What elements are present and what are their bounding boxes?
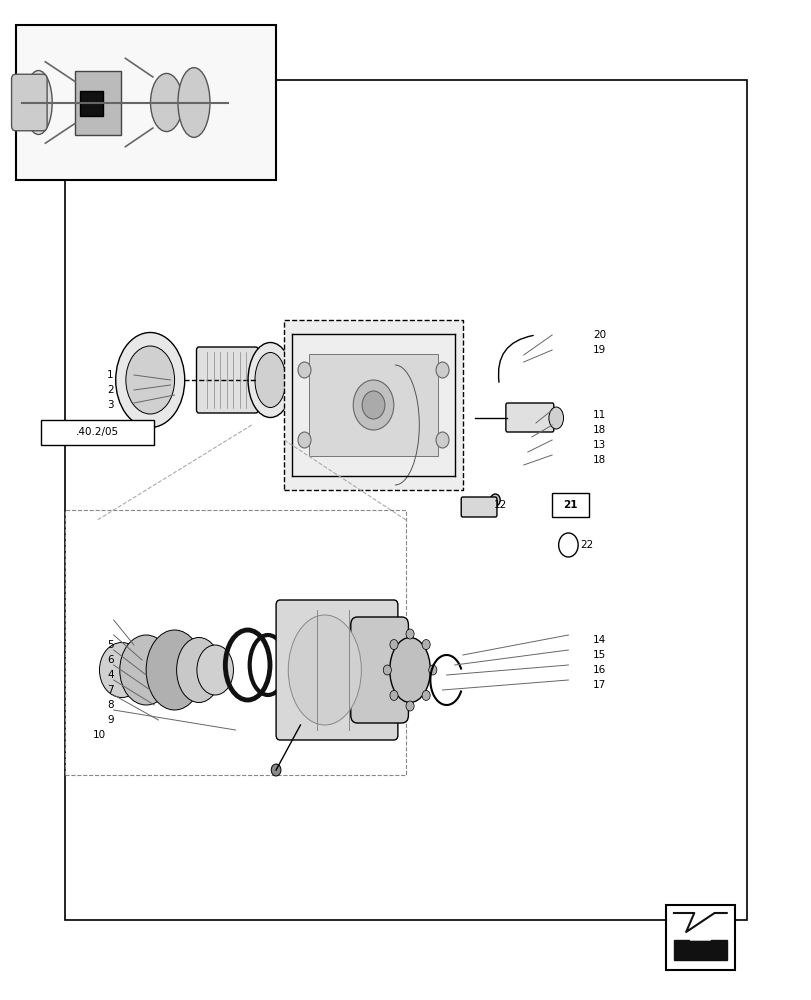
- Bar: [75, 71, 121, 135]
- Bar: [65, 510, 406, 775]
- Ellipse shape: [389, 638, 430, 702]
- Circle shape: [362, 391, 384, 419]
- FancyBboxPatch shape: [350, 617, 408, 723]
- Text: 5: 5: [107, 640, 114, 650]
- Polygon shape: [673, 940, 726, 960]
- Text: 18: 18: [592, 455, 605, 465]
- Text: 18: 18: [592, 425, 605, 435]
- Text: .40.2/05: .40.2/05: [75, 428, 119, 438]
- Circle shape: [406, 701, 414, 711]
- Bar: [308, 354, 438, 456]
- Ellipse shape: [490, 494, 500, 506]
- Bar: [65, 80, 746, 920]
- Text: 20: 20: [592, 330, 605, 340]
- Ellipse shape: [178, 68, 210, 137]
- Circle shape: [406, 629, 414, 639]
- Circle shape: [436, 362, 448, 378]
- Text: 22: 22: [580, 540, 593, 550]
- Circle shape: [383, 665, 391, 675]
- Text: 21: 21: [563, 500, 577, 510]
- Ellipse shape: [247, 342, 292, 418]
- Ellipse shape: [146, 630, 203, 710]
- FancyBboxPatch shape: [284, 320, 462, 490]
- Bar: [16, 25, 276, 180]
- Text: 3: 3: [107, 400, 114, 410]
- Text: 15: 15: [592, 650, 605, 660]
- Ellipse shape: [119, 635, 172, 705]
- Ellipse shape: [177, 638, 221, 702]
- Ellipse shape: [126, 346, 174, 414]
- FancyBboxPatch shape: [41, 420, 154, 445]
- Text: 6: 6: [107, 655, 114, 665]
- Text: 11: 11: [592, 410, 605, 420]
- FancyBboxPatch shape: [11, 74, 47, 131]
- FancyBboxPatch shape: [276, 600, 397, 740]
- Text: 4: 4: [107, 670, 114, 680]
- Circle shape: [422, 640, 430, 650]
- Circle shape: [271, 764, 281, 776]
- Text: 17: 17: [592, 680, 605, 690]
- Ellipse shape: [255, 353, 285, 408]
- Circle shape: [428, 665, 436, 675]
- Bar: [79, 91, 102, 116]
- Ellipse shape: [150, 73, 182, 132]
- Text: 16: 16: [592, 665, 605, 675]
- Circle shape: [436, 432, 448, 448]
- FancyBboxPatch shape: [461, 497, 496, 517]
- Circle shape: [389, 690, 397, 700]
- Text: 7: 7: [107, 685, 114, 695]
- Circle shape: [422, 690, 430, 700]
- Ellipse shape: [99, 643, 144, 698]
- Text: 12: 12: [494, 500, 507, 510]
- Polygon shape: [689, 915, 710, 940]
- FancyBboxPatch shape: [196, 347, 258, 413]
- Ellipse shape: [115, 332, 184, 428]
- Text: 10: 10: [92, 730, 105, 740]
- Text: 1: 1: [107, 370, 114, 380]
- Text: 13: 13: [592, 440, 605, 450]
- FancyBboxPatch shape: [505, 403, 553, 432]
- Ellipse shape: [288, 615, 361, 725]
- Ellipse shape: [196, 645, 234, 695]
- Text: 14: 14: [592, 635, 605, 645]
- Text: 19: 19: [592, 345, 605, 355]
- Circle shape: [389, 640, 397, 650]
- Circle shape: [298, 362, 311, 378]
- Ellipse shape: [548, 407, 563, 429]
- FancyBboxPatch shape: [551, 493, 588, 517]
- FancyBboxPatch shape: [665, 905, 734, 970]
- Text: 2: 2: [107, 385, 114, 395]
- Circle shape: [353, 380, 393, 430]
- Text: 8: 8: [107, 700, 114, 710]
- Text: 9: 9: [107, 715, 114, 725]
- Circle shape: [558, 533, 577, 557]
- Ellipse shape: [24, 71, 52, 134]
- Circle shape: [298, 432, 311, 448]
